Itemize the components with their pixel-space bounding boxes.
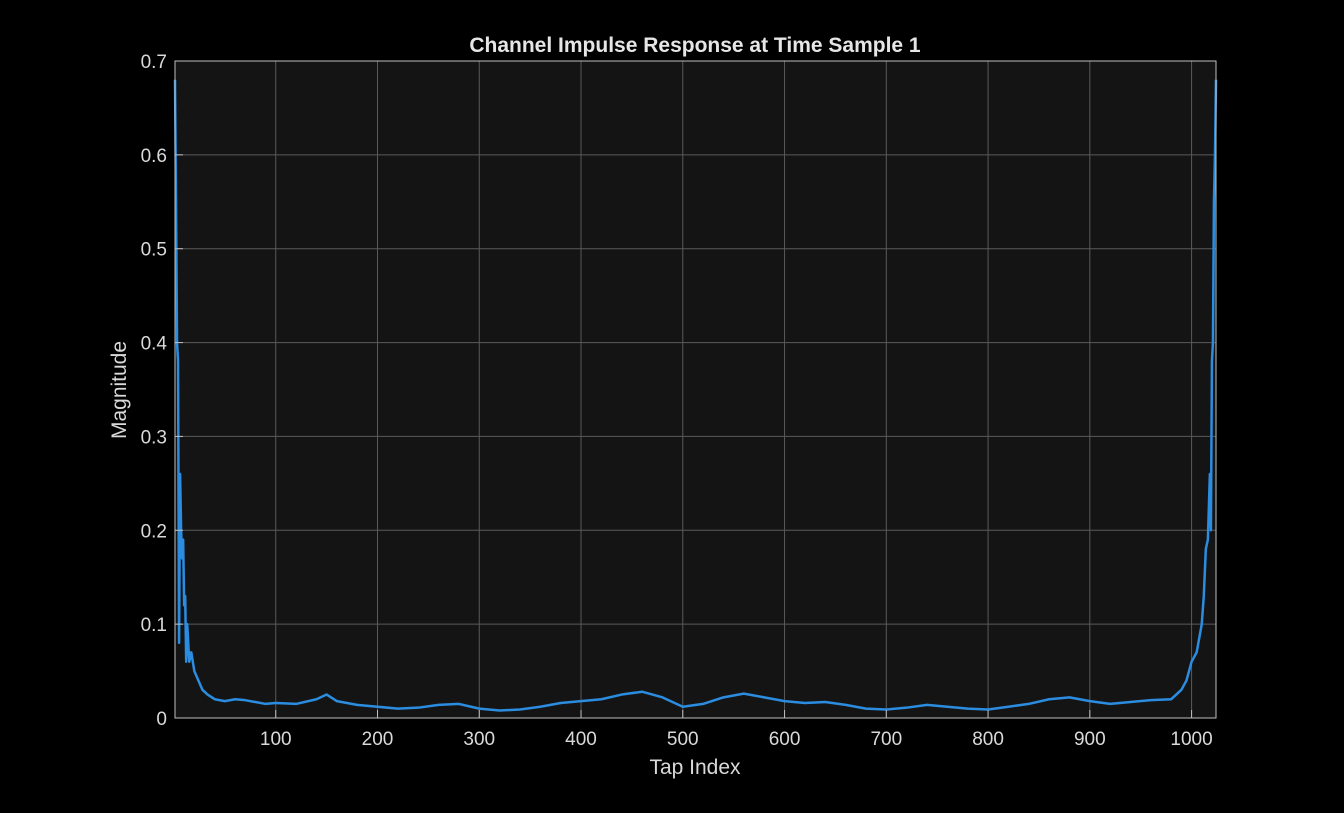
y-tick-label: 0: [156, 709, 167, 730]
y-tick-label: 0.3: [141, 427, 167, 448]
series-layer: [173, 79, 1218, 712]
x-axis-label: Tap Index: [649, 756, 741, 779]
x-tick-label: 400: [565, 729, 597, 750]
y-tick-label: 0.6: [141, 146, 167, 167]
x-tick-label: 100: [260, 729, 292, 750]
axes-box: [174, 60, 1217, 719]
x-tick-label: 500: [667, 729, 699, 750]
x-tick-label: 900: [1074, 729, 1106, 750]
chart-title: Channel Impulse Response at Time Sample …: [469, 34, 921, 57]
y-tick-label: 0.2: [141, 521, 167, 542]
y-tick-label: 0.5: [141, 240, 167, 261]
y-tick-label: 0.1: [141, 615, 167, 636]
x-tick-label: 600: [769, 729, 801, 750]
x-tick-label: 200: [362, 729, 394, 750]
y-tick-label: 0.7: [141, 52, 167, 73]
ticks: 100 200 300 400 500 600 700 800 900 1000 0 0.1 0.2 0.…: [141, 52, 1213, 750]
y-axis-label: Magnitude: [108, 341, 131, 439]
y-tick-label: 0.4: [141, 334, 168, 355]
series-line: [173, 79, 1218, 712]
plot-area: [175, 61, 1216, 718]
x-tick-label: 700: [870, 729, 902, 750]
x-tick-label: 800: [972, 729, 1004, 750]
x-tick-label: 1000: [1170, 729, 1212, 750]
x-tick-label: 300: [463, 729, 495, 750]
